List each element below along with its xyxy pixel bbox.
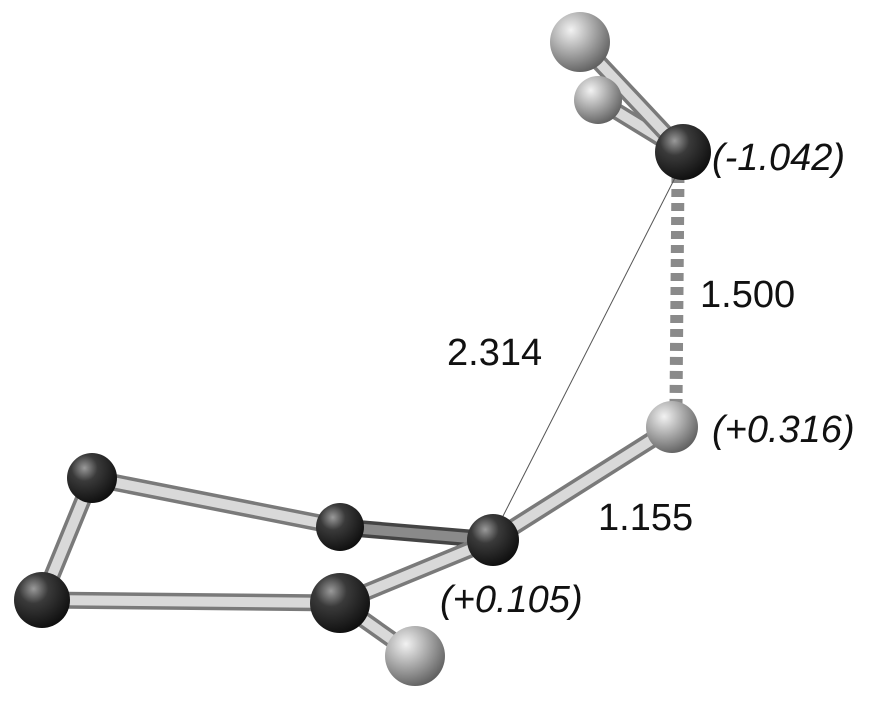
atom [14, 572, 70, 628]
partial-bond [676, 175, 678, 405]
atom [385, 626, 445, 686]
atom [646, 401, 698, 453]
atom [550, 12, 610, 72]
bond [42, 600, 340, 603]
atom [655, 124, 711, 180]
charge-label: (+0.316) [712, 409, 855, 451]
distance-label: 1.500 [700, 274, 795, 316]
charge-label: (+0.105) [440, 579, 583, 621]
distance-label: 2.314 [447, 332, 542, 374]
charge-label: (-1.042) [712, 137, 845, 179]
distance-label: 1.155 [598, 497, 693, 539]
atom [316, 503, 364, 551]
bonds [42, 42, 683, 656]
molecule-diagram: (-1.042) (+0.316) (+0.105) 1.500 2.314 1… [0, 0, 884, 698]
atom [67, 453, 117, 503]
atom [467, 514, 519, 566]
atom [310, 573, 370, 633]
atom [574, 76, 622, 124]
atoms [14, 12, 711, 686]
bond [92, 478, 340, 527]
